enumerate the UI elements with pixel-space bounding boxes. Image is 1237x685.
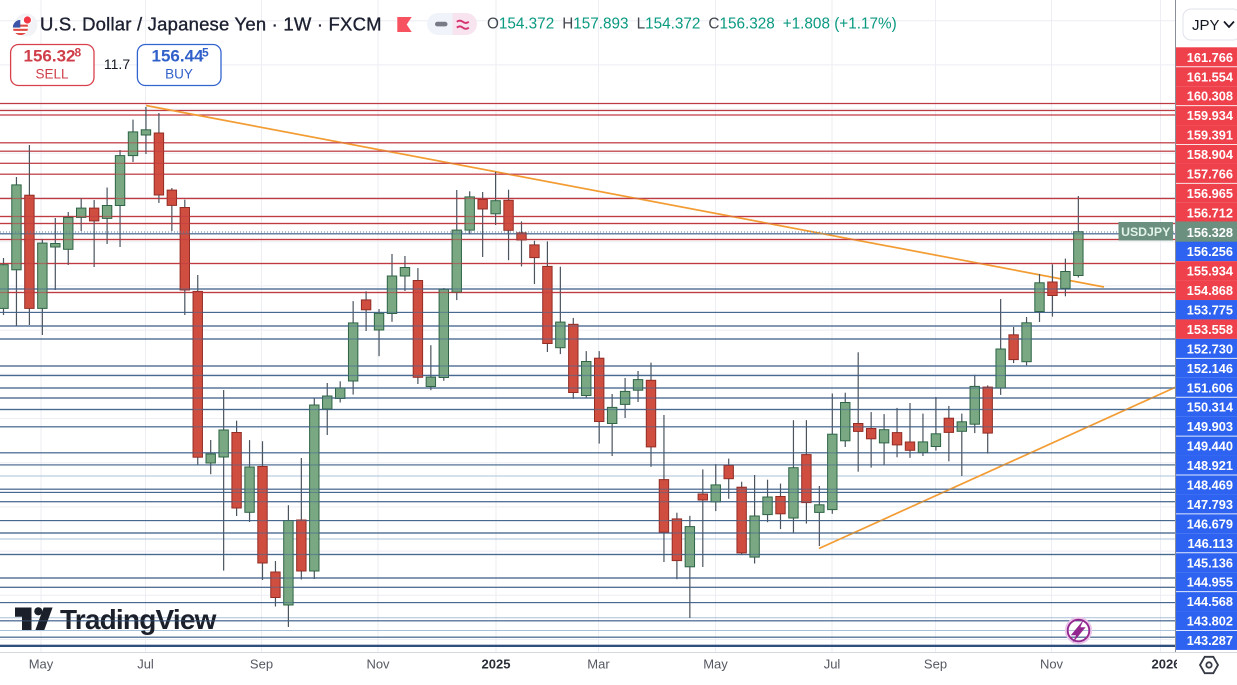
- svg-text:147.793: 147.793: [1187, 497, 1233, 512]
- svg-text:143.287: 143.287: [1187, 633, 1233, 648]
- svg-text:153.775: 153.775: [1187, 303, 1233, 318]
- svg-text:152.146: 152.146: [1187, 361, 1233, 376]
- svg-text:157.766: 157.766: [1187, 166, 1233, 181]
- svg-text:156.32: 156.32: [24, 47, 76, 66]
- svg-text:2025: 2025: [482, 657, 511, 672]
- svg-text:158.904: 158.904: [1187, 147, 1234, 162]
- svg-text:May: May: [703, 657, 728, 672]
- svg-text:154.868: 154.868: [1187, 283, 1233, 298]
- svg-text:151.606: 151.606: [1187, 380, 1233, 395]
- svg-text:143.802: 143.802: [1187, 614, 1233, 629]
- svg-text:Nov: Nov: [366, 657, 390, 672]
- svg-text:153.558: 153.558: [1187, 322, 1233, 337]
- svg-text:156.712: 156.712: [1187, 205, 1233, 220]
- svg-text:148.921: 148.921: [1187, 458, 1233, 473]
- svg-text:USDJPY: USDJPY: [1121, 225, 1170, 239]
- svg-text:161.766: 161.766: [1187, 50, 1233, 65]
- svg-text:148.469: 148.469: [1187, 478, 1233, 493]
- svg-text:144.955: 144.955: [1187, 575, 1233, 590]
- svg-text:160.308: 160.308: [1187, 89, 1233, 104]
- svg-text:SELL: SELL: [35, 67, 69, 82]
- svg-text:159.391: 159.391: [1187, 128, 1233, 143]
- svg-text:2026: 2026: [1152, 657, 1181, 672]
- svg-text:Sep: Sep: [250, 657, 273, 672]
- svg-text:146.679: 146.679: [1187, 516, 1233, 531]
- svg-text:BUY: BUY: [165, 67, 193, 82]
- svg-text:Mar: Mar: [587, 657, 610, 672]
- svg-text:Jul: Jul: [137, 657, 154, 672]
- svg-text:5: 5: [202, 46, 209, 60]
- svg-text:156.328: 156.328: [1187, 225, 1233, 240]
- svg-text:149.903: 149.903: [1187, 419, 1233, 434]
- svg-text:156.256: 156.256: [1187, 244, 1233, 259]
- svg-text:TradingView: TradingView: [60, 604, 217, 635]
- svg-text:8: 8: [75, 46, 82, 60]
- svg-text:145.136: 145.136: [1187, 555, 1233, 570]
- svg-text:May: May: [29, 657, 54, 672]
- svg-text:JPY: JPY: [1192, 17, 1220, 34]
- svg-text:156.44: 156.44: [152, 47, 205, 66]
- svg-text:149.440: 149.440: [1187, 439, 1233, 454]
- svg-text:11.7: 11.7: [104, 56, 130, 72]
- svg-text:150.314: 150.314: [1187, 400, 1234, 415]
- svg-text:146.113: 146.113: [1187, 536, 1233, 551]
- svg-text:U.S. Dollar / Japanese Yen · 1: U.S. Dollar / Japanese Yen · 1W · FXCM: [40, 14, 382, 35]
- svg-text:152.730: 152.730: [1187, 341, 1233, 356]
- svg-text:159.934: 159.934: [1187, 108, 1234, 123]
- svg-text:155.934: 155.934: [1187, 264, 1234, 279]
- svg-text:156.965: 156.965: [1187, 186, 1233, 201]
- svg-text:Nov: Nov: [1040, 657, 1064, 672]
- svg-text:Sep: Sep: [924, 657, 947, 672]
- svg-text:161.554: 161.554: [1187, 69, 1234, 84]
- svg-text:Jul: Jul: [824, 657, 841, 672]
- svg-text:144.568: 144.568: [1187, 594, 1233, 609]
